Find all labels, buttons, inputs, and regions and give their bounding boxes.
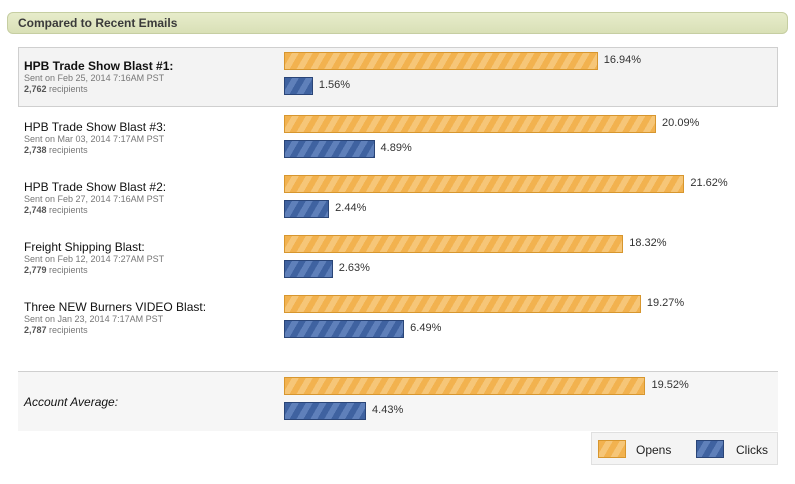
email-info: HPB Trade Show Blast #2: Sent on Feb 27, …: [24, 180, 166, 216]
recipients-suffix: recipients: [49, 325, 88, 335]
clicks-percent: 2.63%: [338, 262, 370, 274]
clicks-percent: 4.43%: [372, 404, 404, 416]
clicks-bar: [284, 402, 367, 420]
legend-opens-swatch: [598, 440, 626, 458]
chart-legend: Opens Clicks: [591, 432, 778, 465]
recipients-number: 2,787: [24, 325, 47, 335]
recipients-suffix: recipients: [49, 84, 88, 94]
opens-percent: 16.94%: [603, 54, 642, 66]
recipients-number: 2,762: [24, 84, 47, 94]
recipients-count: 2,738 recipients: [24, 145, 166, 156]
recipients-suffix: recipients: [49, 145, 88, 155]
legend-clicks-label: Clicks: [736, 443, 768, 457]
clicks-percent: 2.44%: [335, 202, 367, 214]
recipients-count: 2,779 recipients: [24, 265, 164, 276]
email-name[interactable]: HPB Trade Show Blast #1:: [24, 59, 174, 73]
opens-bar: [284, 235, 624, 253]
opens-percent: 21.62%: [690, 177, 728, 189]
section-title: Compared to Recent Emails: [18, 16, 178, 30]
email-info: HPB Trade Show Blast #1: Sent on Feb 25, …: [24, 59, 173, 95]
email-info: Three NEW Burners VIDEO Blast: Sent on Ja…: [24, 300, 206, 336]
legend-opens-label: Opens: [636, 443, 672, 457]
opens-percent: 18.32%: [629, 237, 667, 249]
opens-bar: [284, 295, 641, 313]
recipients-number: 2,779: [24, 265, 47, 275]
sent-date: Sent on Feb 12, 2014 7:27AM PST: [24, 254, 165, 264]
opens-bar: [284, 377, 646, 395]
opens-bar: [284, 115, 657, 133]
opens-percent: 19.27%: [646, 297, 685, 309]
clicks-bar: [284, 320, 405, 338]
sent-date: Sent on Feb 27, 2014 7:16AM PST: [24, 194, 165, 204]
email-name[interactable]: HPB Trade Show Blast #3:: [24, 120, 167, 134]
clicks-percent: 4.89%: [380, 142, 412, 154]
section-header: Compared to Recent Emails: [7, 12, 788, 34]
email-name[interactable]: Freight Shipping Blast:: [24, 240, 145, 254]
recipients-suffix: recipients: [49, 205, 88, 215]
recipients-count: 2,787 recipients: [24, 325, 206, 336]
clicks-bar: [284, 140, 375, 158]
clicks-percent: 1.56%: [318, 79, 351, 91]
sent-date: Sent on Jan 23, 2014 7:17AM PST: [24, 314, 164, 324]
recipients-count: 2,762 recipients: [24, 84, 173, 95]
recipients-suffix: recipients: [49, 265, 88, 275]
recipients-number: 2,738: [24, 145, 47, 155]
recipients-count: 2,748 recipients: [24, 205, 166, 216]
sent-date: Sent on Mar 03, 2014 7:17AM PST: [24, 134, 165, 144]
opens-bar: [284, 175, 685, 193]
opens-percent: 20.09%: [662, 117, 700, 129]
opens-bar: [284, 52, 598, 70]
email-info: HPB Trade Show Blast #3: Sent on Mar 03, …: [24, 120, 166, 156]
clicks-bar: [284, 77, 313, 95]
legend-clicks-swatch: [696, 440, 724, 458]
clicks-bar: [284, 260, 333, 278]
email-info: Freight Shipping Blast: Sent on Feb 12, 2…: [24, 240, 164, 276]
clicks-bar: [284, 200, 330, 218]
clicks-percent: 6.49%: [410, 322, 442, 334]
sent-date: Sent on Feb 25, 2014 7:16AM PST: [24, 73, 165, 83]
email-name[interactable]: HPB Trade Show Blast #2:: [24, 180, 167, 194]
email-name[interactable]: Three NEW Burners VIDEO Blast:: [24, 300, 207, 314]
average-label: Account Average:: [24, 395, 119, 409]
opens-percent: 19.52%: [651, 379, 689, 391]
recipients-number: 2,748: [24, 205, 47, 215]
